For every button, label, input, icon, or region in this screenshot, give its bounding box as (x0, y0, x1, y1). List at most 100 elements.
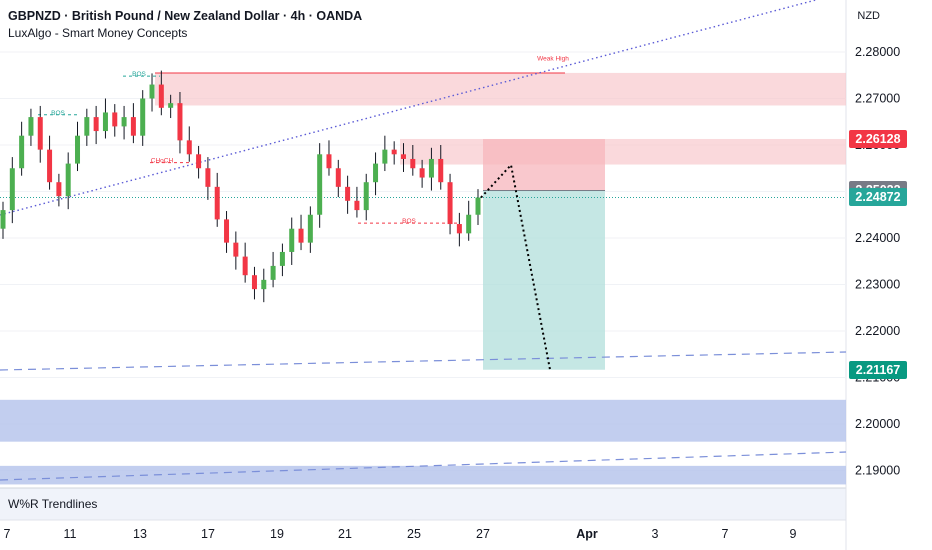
candle-body (233, 242, 239, 257)
candle-body (428, 158, 434, 178)
candle-body (354, 200, 360, 211)
candle-body (419, 168, 425, 178)
candle-body (335, 168, 341, 187)
price-tick-label: 2.27000 (855, 92, 900, 106)
structure-label: Weak High (537, 55, 569, 62)
candle-body (363, 182, 369, 211)
candle-body (279, 251, 285, 266)
price-tick-label: 2.22000 (855, 324, 900, 338)
time-tick-label: 7 (722, 527, 729, 541)
candle-body (102, 112, 108, 132)
candle-body (28, 117, 34, 136)
candle-body (121, 117, 127, 127)
time-tick-label: 17 (201, 527, 215, 541)
candle-body (158, 84, 164, 108)
time-axis: 7 11 13 17 19 21 25 27 Apr 3 7 9 (4, 527, 797, 541)
candle-body (270, 265, 276, 280)
structure-label: BOS (51, 110, 65, 117)
candle-body (456, 224, 462, 234)
candle-body (261, 279, 267, 290)
candle-body (149, 84, 155, 99)
candle-body (196, 154, 202, 169)
chart-title: GBPNZD · British Pound / New Zealand Dol… (8, 9, 363, 23)
demand-zone (0, 399, 846, 442)
candle-body (0, 210, 6, 229)
dashed-channel-lower (0, 451, 847, 481)
candle-body (168, 103, 174, 108)
candle-body (475, 197, 481, 215)
stop-loss-zone (483, 139, 605, 191)
time-tick-label: 3 (652, 527, 659, 541)
candle-body (93, 117, 99, 132)
trend-lines (0, 0, 847, 481)
candle-body (177, 103, 183, 141)
candle-body (84, 117, 90, 136)
time-tick-label: Apr (576, 527, 598, 541)
time-tick-label: 19 (270, 527, 284, 541)
candle-body (251, 275, 257, 290)
candle-body (65, 163, 71, 197)
subpane-background (0, 488, 846, 520)
time-tick-label: 21 (338, 527, 352, 541)
candle-body (289, 228, 295, 252)
candle-body (19, 135, 25, 169)
candle-body (130, 117, 136, 136)
candle-body (317, 154, 323, 215)
supply-zone (400, 138, 846, 165)
indicator-name[interactable]: LuxAlgo - Smart Money Concepts (8, 26, 188, 40)
structure-label: BOS (132, 71, 146, 78)
candle-body (186, 140, 192, 155)
candle-body (447, 182, 453, 225)
structure-label: CHoCH (151, 158, 174, 165)
candle-body (382, 149, 388, 164)
subpane-label[interactable]: W%R Trendlines (8, 497, 98, 511)
currency-label: NZD (857, 10, 880, 22)
candlestick-series (0, 70, 481, 303)
price-label: 2.21167 (849, 360, 907, 379)
price-tick-label: 2.19000 (855, 464, 900, 478)
price-tick-label: 2.20000 (855, 417, 900, 431)
candle-body (466, 214, 472, 234)
candle-body (56, 182, 62, 197)
time-tick-label: 9 (790, 527, 797, 541)
candle-body (224, 219, 230, 243)
structure-annotations: BOS BOS CHoCH BOS Weak High (51, 55, 569, 225)
time-tick-label: 7 (4, 527, 11, 541)
dotted-trendline (0, 0, 819, 216)
time-tick-label: 11 (64, 527, 77, 541)
price-tick-label: 2.28000 (855, 45, 900, 59)
candle-body (47, 149, 53, 183)
price-label: 2.26128 (849, 130, 907, 149)
candle-body (307, 214, 313, 243)
candle-body (400, 154, 406, 159)
candle-body (373, 163, 379, 183)
time-tick-label: 27 (476, 527, 490, 541)
candle-body (438, 158, 444, 183)
candle-body (75, 135, 81, 164)
structure-label: BOS (402, 218, 416, 225)
time-tick-label: 25 (407, 527, 421, 541)
candle-body (37, 117, 43, 150)
candle-body (345, 186, 351, 201)
market-structure-lines (38, 75, 460, 224)
candle-body (9, 168, 15, 211)
price-tick-label: 2.23000 (855, 278, 900, 292)
candle-body (205, 168, 211, 187)
dashed-channel-upper (0, 351, 847, 371)
candle-body (112, 112, 118, 127)
demand-zone (0, 465, 846, 485)
candle-body (140, 98, 146, 136)
price-tick-label: 2.24000 (855, 231, 900, 245)
price-label: 2.24872 (849, 188, 907, 207)
candle-body (410, 158, 416, 169)
take-profit-zone (483, 190, 605, 370)
candle-body (298, 228, 304, 243)
price-zones (0, 72, 846, 485)
candle-body (214, 186, 220, 220)
candle-body (391, 149, 397, 155)
candle-body (326, 154, 332, 169)
supply-zone (155, 72, 846, 106)
time-tick-label: 13 (133, 527, 147, 541)
candle-body (242, 256, 248, 276)
